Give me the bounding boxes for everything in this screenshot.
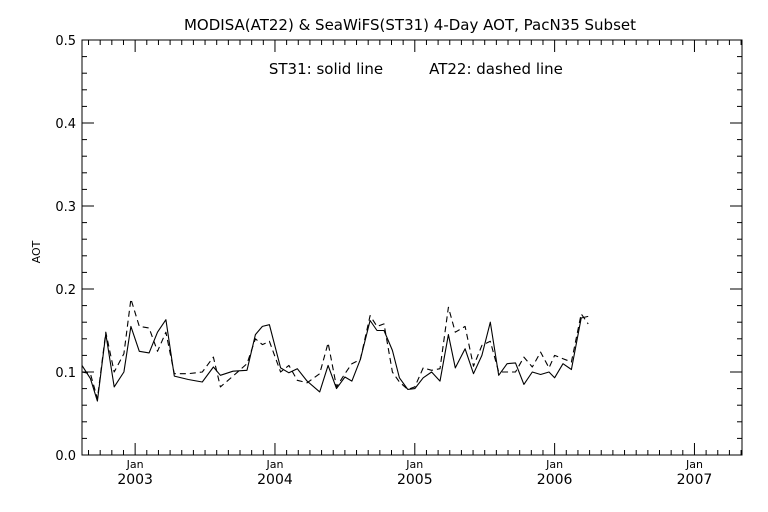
series-line-st31 [81, 315, 589, 402]
chart-title: MODISA(AT22) & SeaWiFS(ST31) 4-Day AOT, … [184, 16, 636, 34]
annotation-dashed-line: AT22: dashed line [429, 60, 563, 78]
x-tick-year-label: 2007 [677, 472, 713, 488]
y-tick-label: 0.0 [55, 449, 76, 464]
ticks-layer: 0.00.10.20.30.40.5Jan2003Jan2004Jan2005J… [55, 34, 742, 488]
x-tick-month-label: Jan [685, 458, 703, 471]
x-tick-year-label: 2006 [537, 472, 573, 488]
y-tick-label: 0.2 [55, 283, 76, 298]
y-axis-label: AOT [30, 240, 43, 263]
plot-frame [81, 39, 743, 456]
x-tick-year-label: 2003 [117, 472, 153, 488]
y-tick-label: 0.3 [55, 200, 76, 215]
series-layer [81, 298, 589, 402]
y-tick-label: 0.1 [55, 366, 76, 381]
x-tick-month-label: Jan [545, 458, 563, 471]
x-tick-month-label: Jan [126, 458, 144, 471]
x-tick-month-label: Jan [265, 458, 283, 471]
y-tick-label: 0.5 [55, 34, 76, 49]
y-tick-label: 0.4 [55, 117, 76, 132]
x-tick-year-label: 2004 [257, 472, 293, 488]
x-tick-month-label: Jan [405, 458, 423, 471]
series-line-at22 [81, 298, 589, 400]
x-tick-year-label: 2005 [397, 472, 433, 488]
annotation-solid-line: ST31: solid line [269, 60, 383, 78]
